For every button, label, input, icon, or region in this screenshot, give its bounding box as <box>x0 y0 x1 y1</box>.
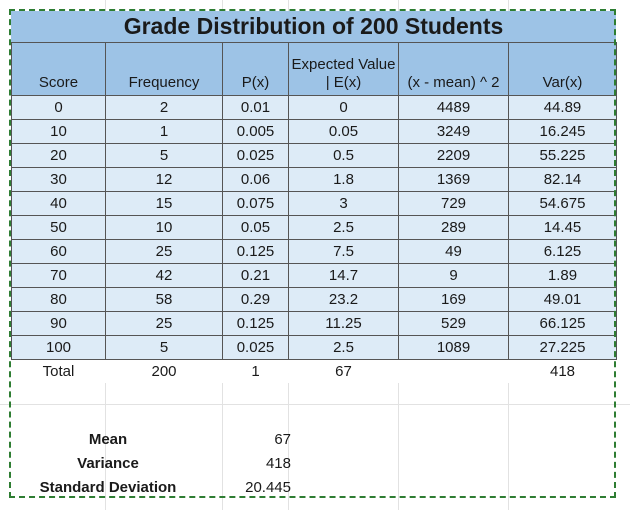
cell-probability[interactable]: 0.125 <box>222 311 289 336</box>
cell-frequency[interactable]: 58 <box>105 287 223 312</box>
total-cell-probability[interactable]: 1 <box>222 359 289 383</box>
cell-variance[interactable]: 54.675 <box>508 191 617 216</box>
total-row: Total 200 1 67 418 <box>11 359 617 383</box>
summary-label[interactable]: Variance <box>77 455 139 472</box>
summary-value[interactable]: 418 <box>265 455 291 472</box>
cell-expected-value[interactable]: 2.5 <box>288 335 399 360</box>
table-row: 40 15 0.075 3 729 54.675 <box>11 191 617 216</box>
header-cell-score[interactable]: Score <box>11 42 106 96</box>
cell-expected-value[interactable]: 1.8 <box>288 167 399 192</box>
cell-score[interactable]: 40 <box>11 191 106 216</box>
cell-probability[interactable]: 0.06 <box>222 167 289 192</box>
cell-variance[interactable]: 27.225 <box>508 335 617 360</box>
cell-variance[interactable]: 49.01 <box>508 287 617 312</box>
selection-border <box>9 9 616 498</box>
cell-probability[interactable]: 0.01 <box>222 95 289 120</box>
total-cell-squared-deviation[interactable] <box>398 359 509 383</box>
summary-value[interactable]: 20.445 <box>245 479 291 496</box>
cell-squared-deviation[interactable]: 529 <box>398 311 509 336</box>
cell-score[interactable]: 20 <box>11 143 106 168</box>
table-row: 0 2 0.01 0 4489 44.89 <box>11 95 617 120</box>
cell-squared-deviation[interactable]: 1369 <box>398 167 509 192</box>
cell-expected-value[interactable]: 0 <box>288 95 399 120</box>
grade-distribution-table: Score Frequency P(x) Expected Value | E(x)(… <box>11 42 617 383</box>
table-row: 80 58 0.29 23.2 169 49.01 <box>11 287 617 312</box>
cell-variance[interactable]: 1.89 <box>508 263 617 288</box>
total-cell-variance[interactable]: 418 <box>508 359 617 383</box>
grid-row-line <box>0 404 630 405</box>
table-row: 50 10 0.05 2.5 289 14.45 <box>11 215 617 240</box>
cell-squared-deviation[interactable]: 1089 <box>398 335 509 360</box>
cell-frequency[interactable]: 42 <box>105 263 223 288</box>
cell-expected-value[interactable]: 23.2 <box>288 287 399 312</box>
cell-probability[interactable]: 0.29 <box>222 287 289 312</box>
cell-squared-deviation[interactable]: 49 <box>398 239 509 264</box>
cell-score[interactable]: 30 <box>11 167 106 192</box>
cell-frequency[interactable]: 25 <box>105 311 223 336</box>
cell-probability[interactable]: 0.005 <box>222 119 289 144</box>
cell-probability[interactable]: 0.125 <box>222 239 289 264</box>
cell-frequency[interactable]: 5 <box>105 143 223 168</box>
cell-variance[interactable]: 82.14 <box>508 167 617 192</box>
summary-label[interactable]: Mean <box>88 431 128 448</box>
total-cell-score[interactable]: Total <box>11 359 106 383</box>
cell-probability[interactable]: 0.025 <box>222 143 289 168</box>
header-cell-frequency[interactable]: Frequency <box>105 42 223 96</box>
cell-expected-value[interactable]: 7.5 <box>288 239 399 264</box>
table-row: 70 42 0.21 14.7 9 1.89 <box>11 263 617 288</box>
cell-expected-value[interactable]: 11.25 <box>288 311 399 336</box>
cell-frequency[interactable]: 12 <box>105 167 223 192</box>
cell-score[interactable]: 50 <box>11 215 106 240</box>
cell-probability[interactable]: 0.025 <box>222 335 289 360</box>
cell-frequency[interactable]: 15 <box>105 191 223 216</box>
cell-squared-deviation[interactable]: 729 <box>398 191 509 216</box>
header-row: Score Frequency P(x) Expected Value | E(x)(… <box>11 42 617 96</box>
total-cell-expected-value[interactable]: 67 <box>288 359 399 383</box>
cell-expected-value[interactable]: 2.5 <box>288 215 399 240</box>
table-row: 100 5 0.025 2.5 1089 27.225 <box>11 335 617 360</box>
cell-score[interactable]: 70 <box>11 263 106 288</box>
cell-squared-deviation[interactable]: 169 <box>398 287 509 312</box>
cell-score[interactable]: 0 <box>11 95 106 120</box>
cell-squared-deviation[interactable]: 4489 <box>398 95 509 120</box>
summary-label[interactable]: Standard Deviation <box>39 479 177 496</box>
cell-expected-value[interactable]: 14.7 <box>288 263 399 288</box>
table-row: 60 25 0.125 7.5 49 6.125 <box>11 239 617 264</box>
cell-score[interactable]: 80 <box>11 287 106 312</box>
cell-probability[interactable]: 0.05 <box>222 215 289 240</box>
cell-frequency[interactable]: 2 <box>105 95 223 120</box>
table-row: 30 12 0.06 1.8 1369 82.14 <box>11 167 617 192</box>
total-cell-frequency[interactable]: 200 <box>105 359 223 383</box>
cell-score[interactable]: 100 <box>11 335 106 360</box>
summary-value[interactable]: 67 <box>274 431 291 448</box>
header-cell-variance[interactable]: Var(x) <box>508 42 617 96</box>
cell-expected-value[interactable]: 0.5 <box>288 143 399 168</box>
cell-variance[interactable]: 14.45 <box>508 215 617 240</box>
cell-probability[interactable]: 0.075 <box>222 191 289 216</box>
header-cell-squared-deviation[interactable]: (x - mean) ^ 2 <box>398 42 509 96</box>
cell-score[interactable]: 10 <box>11 119 106 144</box>
cell-frequency[interactable]: 5 <box>105 335 223 360</box>
table-row: 20 5 0.025 0.5 2209 55.225 <box>11 143 617 168</box>
cell-variance[interactable]: 6.125 <box>508 239 617 264</box>
